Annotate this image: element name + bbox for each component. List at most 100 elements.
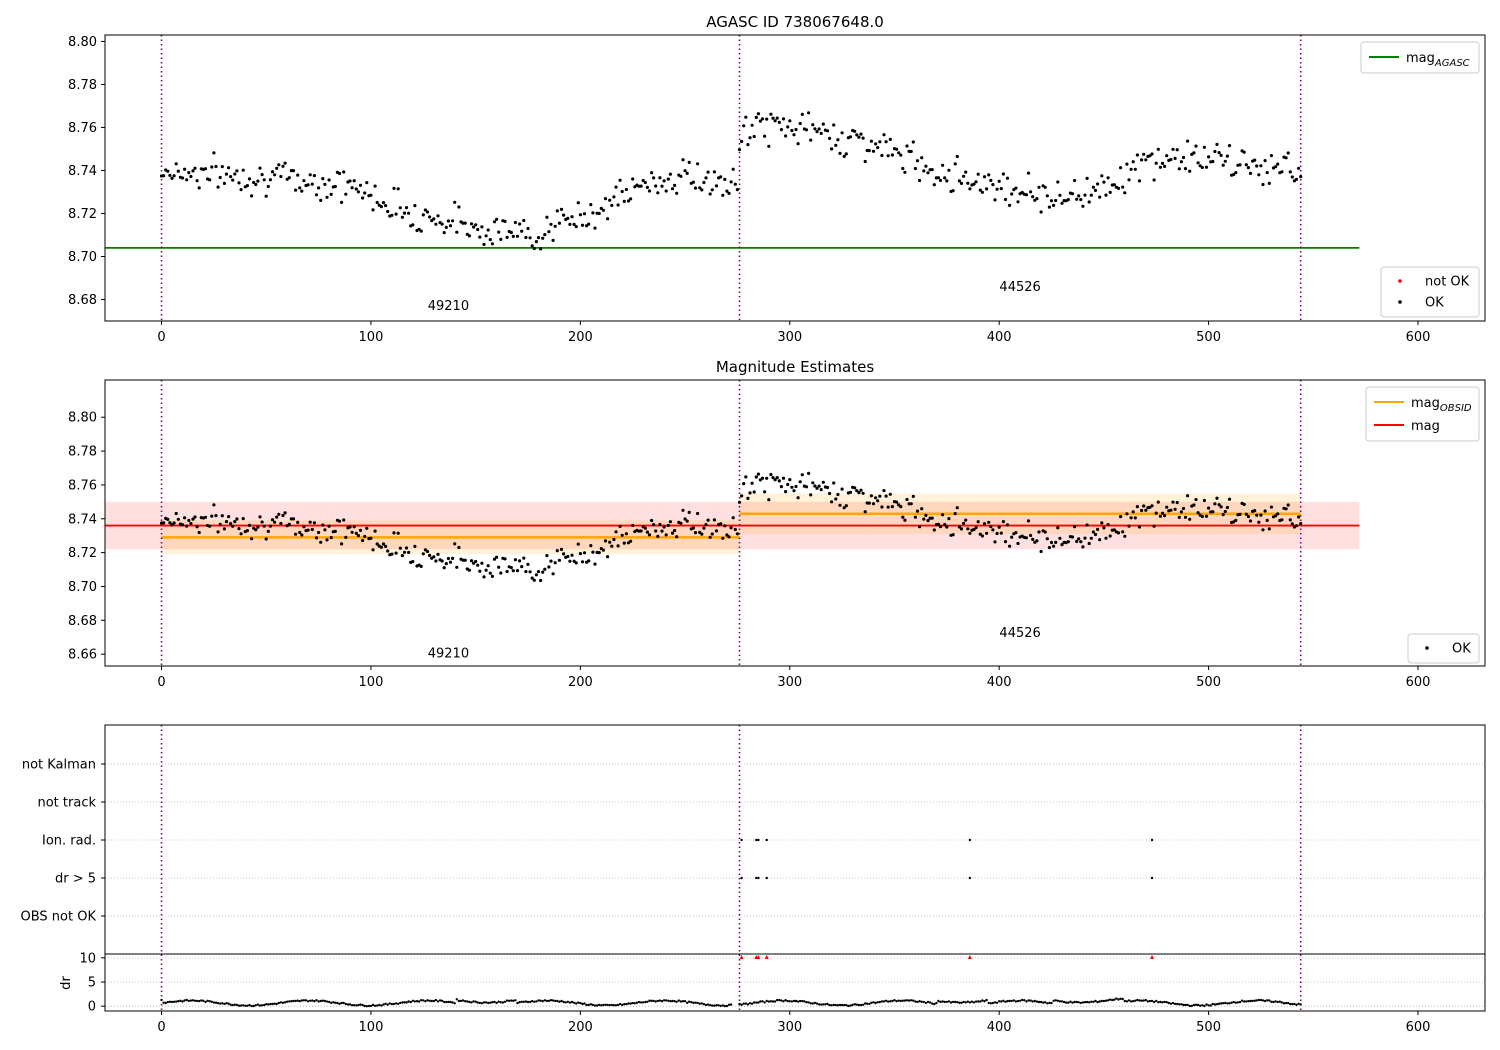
dr-point	[1148, 999, 1152, 1003]
dr-point	[1073, 1000, 1076, 1004]
dr-point	[817, 1003, 821, 1006]
dr-point	[1211, 1002, 1215, 1006]
magnitude-point	[1171, 147, 1175, 151]
dr-point	[891, 999, 894, 1003]
magnitude-estimate-point	[434, 559, 438, 563]
magnitude-point	[557, 221, 562, 225]
dr-point	[602, 1003, 605, 1007]
magnitude-point	[342, 170, 346, 174]
dr-point	[759, 1000, 762, 1003]
magnitude-estimate-point	[419, 564, 423, 569]
magnitude-estimate-point	[664, 533, 668, 537]
dr-point	[378, 1003, 381, 1007]
dr-point	[1006, 999, 1009, 1003]
magnitude-point	[729, 180, 733, 184]
dr-point	[956, 1001, 959, 1004]
magnitude-point	[522, 218, 526, 223]
magnitude-estimate-point	[668, 520, 673, 524]
dr-point	[665, 999, 668, 1002]
dr-point	[373, 1004, 377, 1007]
magnitude-point	[168, 173, 172, 177]
dr-clipped-marker	[967, 955, 972, 959]
magnitude-point	[363, 191, 367, 195]
dr-point	[922, 1000, 925, 1004]
dr-point	[623, 1003, 626, 1006]
magnitude-point	[608, 198, 612, 202]
magnitude-estimate-point	[233, 520, 237, 524]
magnitude-point	[696, 162, 700, 166]
magnitude-point	[1142, 152, 1146, 156]
magnitude-point	[758, 119, 763, 123]
magnitude-estimate-point	[1213, 502, 1217, 506]
dr-point	[658, 999, 662, 1002]
magnitude-estimate-point	[1183, 515, 1188, 519]
magnitude-estimate-point	[1200, 514, 1204, 519]
dr-point	[1169, 1002, 1173, 1005]
magnitude-point	[926, 171, 930, 175]
dr-point	[646, 1000, 649, 1003]
magnitude-point	[1037, 185, 1041, 189]
dr-point	[1088, 1001, 1091, 1004]
obsid-label: 49210	[428, 299, 469, 314]
magnitude-estimate-point	[348, 525, 352, 529]
dr-point	[438, 999, 442, 1002]
dr-point	[673, 1000, 676, 1003]
magnitude-point	[832, 123, 836, 127]
dr-point	[679, 1000, 683, 1003]
dr-point	[1249, 999, 1252, 1003]
magnitude-estimate-point	[750, 481, 754, 485]
dr-point	[954, 1000, 957, 1004]
dr-point	[719, 1004, 722, 1008]
dr-point	[566, 1000, 569, 1003]
magnitude-estimate-point	[729, 526, 733, 530]
magnitude-estimates-panel: Magnitude Estimates 0 100 200 300 400 500 6008…	[68, 358, 1486, 690]
dr-point	[1129, 1000, 1133, 1003]
magnitude-estimate-point	[693, 531, 698, 535]
dr-point	[786, 999, 789, 1003]
dr-point	[535, 1000, 538, 1003]
magnitude-estimate-point	[1207, 506, 1211, 510]
magnitude-point	[641, 178, 645, 183]
magnitude-estimate-point	[551, 572, 555, 576]
dr-point	[1186, 1003, 1189, 1007]
magnitude-estimate-point	[323, 528, 327, 532]
dr-point	[302, 999, 306, 1002]
plot-frame	[104, 34, 1486, 322]
magnitude-point	[277, 163, 281, 167]
dr-point	[675, 1000, 678, 1003]
dr-point	[317, 1000, 320, 1003]
dr-point	[470, 1001, 473, 1004]
magnitude-estimate-point	[503, 557, 507, 561]
dr-point	[497, 1000, 500, 1003]
magnitude-estimate-point	[1274, 514, 1278, 518]
dr-point	[964, 1001, 967, 1004]
magnitude-point	[737, 148, 742, 152]
x-tick-label: 600	[1406, 330, 1431, 345]
magnitude-point	[319, 198, 323, 202]
dr-point	[524, 1000, 528, 1003]
magnitude-point	[1008, 203, 1012, 207]
magnitude-point	[658, 176, 662, 180]
magnitude-estimate-point	[953, 511, 957, 516]
magnitude-estimate-point	[807, 471, 811, 475]
dr-point	[1071, 1001, 1074, 1004]
magnitude-estimate-point	[723, 524, 727, 528]
dr-point	[564, 1001, 567, 1004]
magnitude-point	[936, 176, 941, 180]
dr-point	[1209, 1004, 1212, 1007]
dr-point	[340, 1001, 343, 1005]
magnitude-point	[233, 172, 237, 176]
magnitude-estimate-point	[549, 559, 553, 563]
dr-point	[1155, 999, 1158, 1003]
magnitude-estimate-point	[210, 514, 214, 518]
magnitude-point	[220, 165, 224, 169]
dr-point	[853, 1003, 856, 1006]
magnitude-point	[629, 197, 633, 201]
dr-point	[916, 1000, 919, 1004]
magnitude-estimate-point	[482, 575, 486, 579]
magnitude-estimate-point	[936, 522, 941, 527]
dr-point	[1060, 1000, 1064, 1003]
magnitude-point	[1003, 197, 1008, 202]
dr-point	[1142, 999, 1145, 1002]
dr-point	[1046, 1002, 1049, 1005]
